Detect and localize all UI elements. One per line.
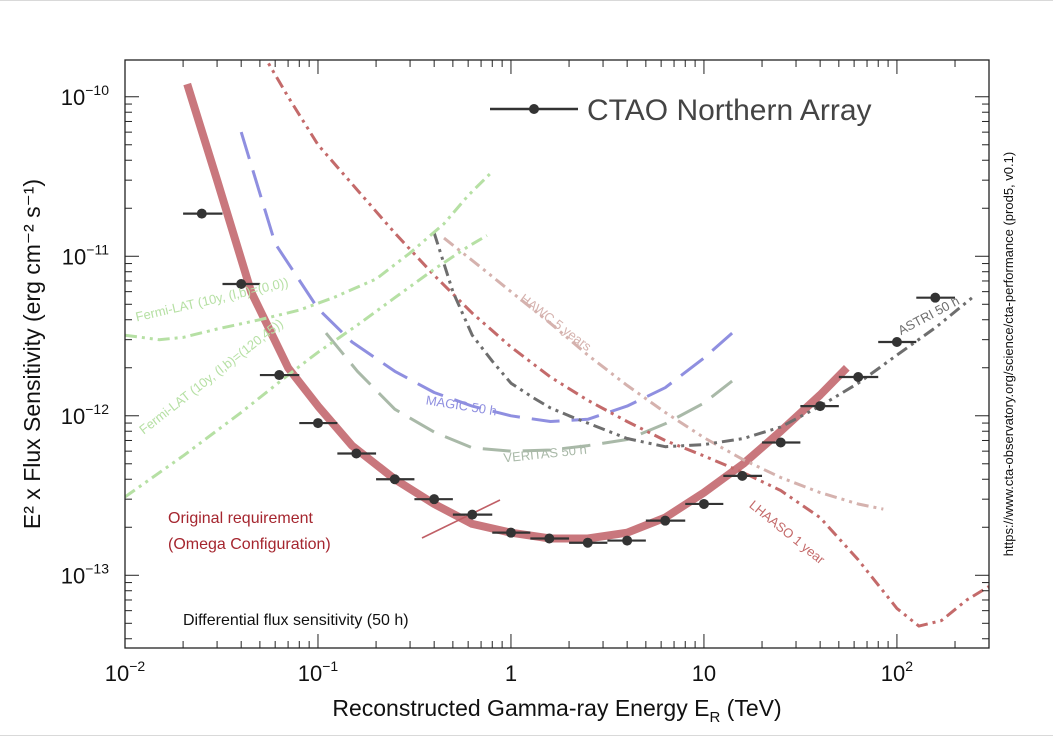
ctao-marker	[853, 372, 864, 383]
tick-marks	[124, 60, 990, 648]
side-note-url: https://www.cta-observatory.org/science/…	[1001, 152, 1016, 556]
x-tick-exp: −1	[322, 658, 338, 674]
ctao-marker	[351, 448, 362, 459]
ctao-point	[183, 208, 223, 219]
x-axis-label: Reconstructed Gamma-ray Energy ER (TeV)	[332, 695, 781, 726]
ctao-marker	[505, 527, 516, 538]
x-tick-base: 10	[105, 661, 129, 686]
ctao-point	[452, 509, 493, 520]
ctao-marker	[312, 418, 323, 429]
ctao-marker	[544, 533, 555, 544]
legend-marker	[529, 104, 539, 114]
ctao-point	[530, 533, 570, 544]
ctao-marker	[274, 370, 285, 381]
ctao-marker	[775, 437, 786, 448]
ctao-marker	[815, 401, 826, 412]
ctao-point	[569, 537, 608, 548]
ctao-marker	[429, 494, 440, 505]
ctao-point	[299, 418, 338, 429]
y-tick-exp: −11	[86, 241, 109, 257]
legend: CTAO Northern Array	[490, 94, 872, 127]
curve-label: LHAASO 1 year	[747, 497, 829, 567]
ctao-marker	[389, 474, 400, 485]
top-rule	[0, 0, 1053, 1]
x-tick-label: 10−2	[105, 658, 146, 686]
ctao-marker	[582, 537, 593, 548]
ctao-point	[376, 474, 415, 485]
ctao-marker	[737, 470, 748, 481]
ctao-point	[414, 494, 453, 505]
x-tick-base: 10	[692, 661, 716, 686]
ctao-point	[878, 337, 917, 348]
ctao-point	[762, 437, 801, 448]
curve-veritas-50-h	[324, 332, 734, 453]
curve-original-requirement	[183, 82, 850, 543]
ctao-marker	[196, 208, 207, 219]
x-axis-label-sub: R	[709, 709, 720, 726]
ctao-point	[685, 498, 724, 509]
y-tick-base: 10	[61, 85, 85, 110]
ctao-point	[916, 292, 956, 303]
x-tick-label: 102	[881, 658, 913, 686]
curve-magic-50-h	[239, 131, 734, 423]
y-tick-exp: −13	[85, 560, 109, 576]
annotation-line1: Original requirement	[168, 510, 314, 527]
x-tick-base: 10	[298, 661, 322, 686]
y-tick-label: 10−10	[61, 82, 109, 110]
x-tick-label: 10−1	[298, 658, 339, 686]
curve-astri-50-h	[432, 232, 975, 449]
curve-lhaaso-1-year	[264, 60, 989, 628]
x-tick-exp: −2	[129, 658, 145, 674]
y-tick-exp: −10	[85, 82, 109, 98]
ctao-point	[607, 535, 646, 546]
y-tick-base: 10	[61, 404, 85, 429]
y-tick-base: 10	[62, 244, 86, 269]
legend-label: CTAO Northern Array	[587, 94, 872, 127]
plot-frame	[124, 59, 990, 649]
ctao-point	[222, 279, 260, 290]
y-tick-exp: −12	[85, 401, 109, 417]
y-tick-label: 10−12	[61, 401, 109, 429]
curve-label: Fermi-LAT (10y, (l,b)=(120,45))	[136, 316, 286, 437]
annotation-line2: (Omega Configuration)	[168, 536, 331, 553]
ctao-point	[723, 470, 763, 481]
ctao-point	[800, 401, 839, 412]
ctao-points	[183, 208, 956, 548]
ctao-point	[838, 372, 879, 383]
y-tick-label: 10−13	[61, 560, 109, 588]
x-axis-label-unit: (TeV)	[720, 695, 781, 721]
x-tick-exp: 2	[905, 658, 913, 674]
x-tick-base: 1	[505, 661, 517, 686]
curve-hawc-5-years	[443, 236, 884, 511]
curve-label: HAWC 5 years	[517, 291, 595, 355]
annotation-pointer	[421, 499, 501, 539]
ctao-marker	[467, 509, 478, 520]
curve-label: VERITAS 50 h	[503, 442, 588, 466]
x-axis-label-main: Reconstructed Gamma-ray Energy E	[332, 695, 709, 721]
ctao-point	[337, 448, 377, 459]
ctao-marker	[930, 292, 941, 303]
ctao-marker	[622, 535, 633, 546]
ctao-marker	[236, 279, 247, 290]
ctao-point	[492, 527, 531, 538]
ctao-marker	[891, 337, 902, 348]
bottom-rule	[0, 735, 1053, 736]
curve-label: MAGIC 50 h	[425, 392, 498, 418]
ctao-marker	[660, 515, 671, 526]
ctao-marker	[698, 498, 709, 509]
x-tick-base: 10	[881, 661, 905, 686]
x-tick-label: 10	[692, 661, 716, 686]
y-tick-label: 10−11	[62, 241, 109, 269]
ctao-point	[259, 370, 300, 381]
ctao-point	[645, 515, 686, 526]
x-tick-label: 1	[505, 661, 517, 686]
curve-fermi-lat-10y-l-b-120-45	[125, 234, 488, 499]
y-axis-label: E² x Flux Sensitivity (erg cm⁻² s⁻¹)	[19, 179, 45, 529]
bottom-note: Differential flux sensitivity (50 h)	[183, 612, 409, 629]
y-tick-base: 10	[61, 563, 85, 588]
